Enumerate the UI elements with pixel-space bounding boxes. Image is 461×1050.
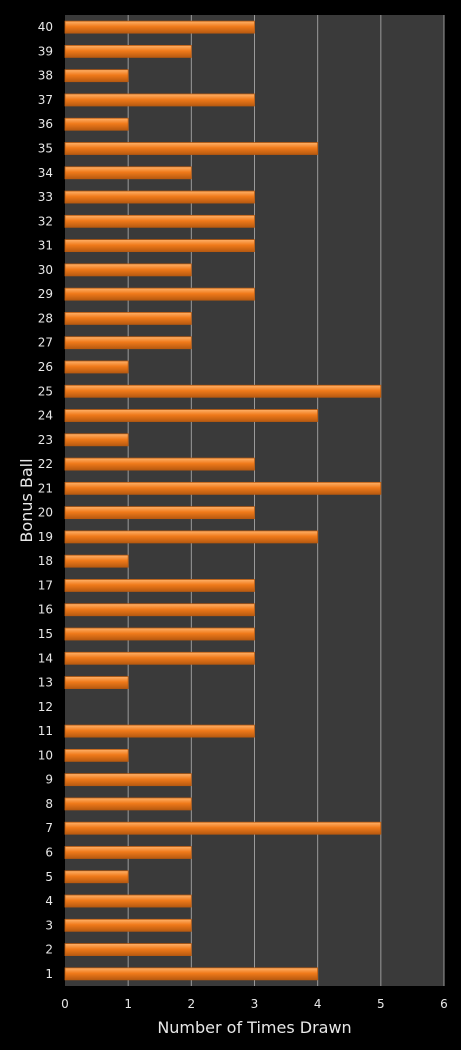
- bars: [64, 20, 382, 981]
- bar: [64, 627, 255, 641]
- y-tick-label: 24: [38, 409, 53, 423]
- y-tick-label: 18: [38, 554, 53, 568]
- bar: [64, 724, 255, 738]
- bar: [64, 530, 319, 544]
- y-tick-label: 28: [38, 311, 53, 325]
- x-axis-title: Number of Times Drawn: [157, 1018, 351, 1037]
- bar: [64, 773, 192, 787]
- y-tick-label: 32: [38, 214, 53, 228]
- y-axis-title: Bonus Ball: [17, 458, 36, 542]
- bar: [64, 821, 382, 835]
- bar: [64, 263, 192, 277]
- y-tick-label: 38: [38, 69, 53, 83]
- y-tick-label: 25: [38, 384, 53, 398]
- bar: [64, 312, 192, 325]
- bar: [64, 651, 255, 665]
- y-tick-label: 5: [45, 870, 53, 884]
- bar: [64, 554, 129, 568]
- x-tick-label: 2: [188, 997, 196, 1011]
- bar: [64, 433, 129, 447]
- bar: [64, 506, 255, 520]
- y-tick-label: 4: [45, 894, 53, 908]
- y-tick-label: 14: [38, 651, 53, 665]
- x-tick-labels: 0 1 2 3 4 5 6: [61, 997, 448, 1011]
- bar: [64, 166, 192, 180]
- bar: [64, 190, 255, 204]
- bar: [64, 360, 129, 374]
- y-tick-label: 16: [38, 603, 53, 617]
- bar: [64, 93, 255, 107]
- bar: [64, 481, 382, 495]
- bar: [64, 943, 192, 956]
- bar: [64, 214, 255, 228]
- bar: [64, 603, 255, 617]
- y-tick-label: 35: [38, 142, 53, 156]
- bar: [64, 967, 319, 981]
- y-tick-label: 39: [38, 44, 53, 58]
- y-tick-label: 33: [38, 190, 53, 204]
- bar: [64, 142, 319, 155]
- y-tick-label: 12: [38, 700, 53, 714]
- y-tick-label: 34: [38, 166, 53, 180]
- bar: [64, 69, 129, 83]
- y-tick-label: 15: [38, 627, 53, 641]
- y-tick-label: 37: [38, 93, 53, 107]
- bar: [64, 748, 129, 762]
- y-tick-label: 10: [38, 748, 53, 762]
- y-tick-label: 27: [38, 336, 53, 350]
- bar: [64, 336, 192, 350]
- y-tick-label: 7: [45, 821, 53, 835]
- y-tick-label: 21: [38, 481, 53, 495]
- y-tick-label: 23: [38, 433, 53, 447]
- bar: [64, 20, 255, 34]
- bar: [64, 117, 129, 131]
- bar: [64, 45, 192, 58]
- bar: [64, 239, 255, 253]
- y-tick-label: 11: [38, 724, 53, 738]
- bar: [64, 579, 255, 592]
- x-tick-label: 0: [61, 997, 69, 1011]
- x-tick-label: 4: [314, 997, 322, 1011]
- y-tick-label: 40: [38, 20, 53, 34]
- x-tick-label: 3: [251, 997, 259, 1011]
- bar: [64, 457, 255, 471]
- bar: [64, 797, 192, 811]
- bar: [64, 676, 129, 689]
- bar: [64, 287, 255, 301]
- y-tick-label: 3: [45, 918, 53, 932]
- y-tick-label: 1: [45, 967, 53, 981]
- y-tick-label: 8: [45, 797, 53, 811]
- y-tick-label: 6: [45, 845, 53, 859]
- bar: [64, 894, 192, 908]
- y-tick-label: 19: [38, 530, 53, 544]
- y-tick-labels: 1234567891011121314151617181920212223242…: [38, 20, 53, 981]
- y-tick-label: 17: [38, 578, 53, 592]
- y-tick-label: 29: [38, 287, 53, 301]
- y-tick-label: 22: [38, 457, 53, 471]
- y-tick-label: 26: [38, 360, 53, 374]
- bar: [64, 409, 319, 422]
- y-tick-label: 20: [38, 506, 53, 520]
- x-tick-label: 6: [440, 997, 448, 1011]
- y-tick-label: 9: [45, 773, 53, 787]
- y-tick-label: 31: [38, 239, 53, 253]
- bar: [64, 870, 129, 884]
- bar: [64, 384, 382, 398]
- bar: [64, 846, 192, 859]
- bar: [64, 918, 192, 932]
- y-tick-label: 13: [38, 676, 53, 690]
- x-tick-label: 5: [377, 997, 385, 1011]
- y-tick-label: 30: [38, 263, 53, 277]
- y-tick-label: 2: [45, 943, 53, 957]
- y-tick-label: 36: [38, 117, 53, 131]
- x-tick-label: 1: [124, 997, 132, 1011]
